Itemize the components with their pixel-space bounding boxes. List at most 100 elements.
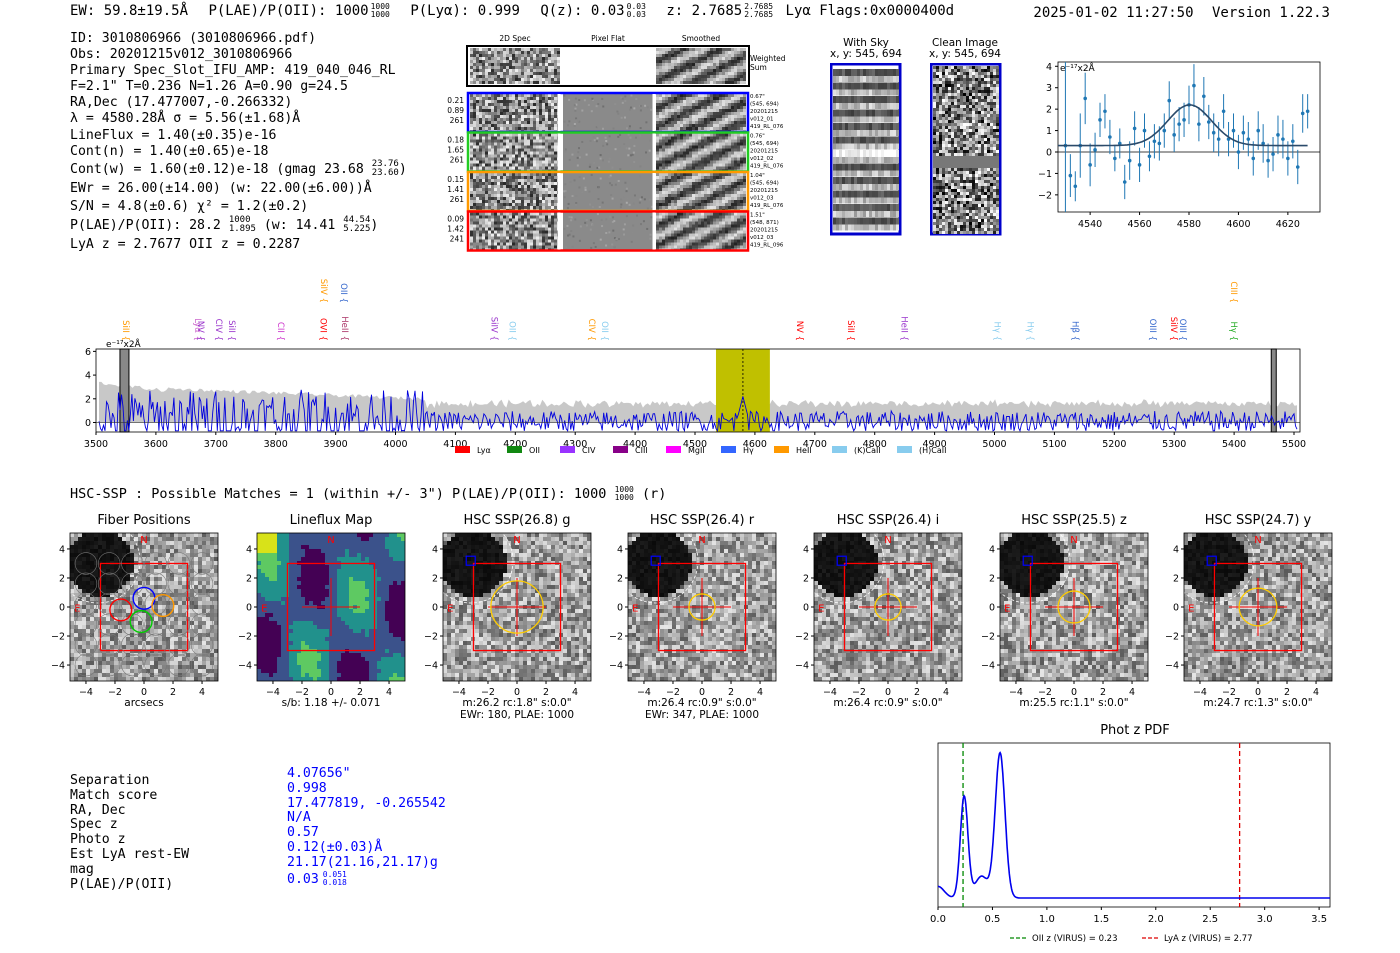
fiber-circle [121,552,144,575]
cutout-ytick: −2 [238,632,252,643]
header-plya: P(Lyα): 0.999 [410,3,520,19]
cutout-ytick: −4 [238,661,252,672]
cutout-east-label: E [1188,603,1194,614]
spec2d-left-label: 1.42 [447,225,464,234]
info-plae-w-hi: 44.54 [343,214,371,225]
full-xtick: 4500 [683,439,707,450]
full-xtick: 4000 [383,439,407,450]
info-plae-end: ) [370,217,379,233]
zoom-point [1167,98,1172,103]
spec2d-right-label: 20201215 [750,109,778,115]
cutout-ytick: −4 [51,661,65,672]
full-ytick: 6 [85,347,91,358]
header-plae: P(LAE)/P(OII): 1000 [208,3,369,19]
cutout-blue-box [650,555,661,566]
spec2d-right-label: (548, 871) [750,220,779,226]
fiber-circle [144,592,167,616]
fiber-circle [190,572,214,595]
cutout-ytick: 0 [1173,603,1179,614]
info-lines: ID: 3010806966 (3010806966.pdf) Obs: 2020… [70,31,407,160]
zoom-point [1108,135,1112,139]
full-xtick: 4600 [743,439,767,450]
header-z: z: 2.7685 [666,3,743,19]
full-legend-swatch [832,446,847,453]
full-line-id: OVI { [318,318,328,341]
cutout-box [1029,562,1119,652]
cutout-ytick: −2 [795,632,809,643]
zoom-point [1276,133,1280,137]
full-spectrum-chart: 6 4 2 0 3500 3600 3700 3800 3900 4000 4100 4200 4300… [84,279,1306,455]
header-right: 2025-01-02 11:27:50 Version 1.22.3 [1033,5,1330,21]
zoom-point [1157,141,1162,146]
with-sky-title: With Sky x, y: 545, 694 [826,38,906,60]
cutout-caption: m:25.5 rc:1.1" s:0.0" [980,697,1168,709]
cutout-ytick: 0 [803,603,809,614]
photz-xtick: 0.5 [984,914,1000,925]
fiber-highlight [109,598,133,622]
cutout-xtick: 0 [885,687,891,698]
full-xtick: 4300 [563,439,587,450]
header-ew: EW: 59.8±19.5Å [70,3,189,19]
zoom-point [1177,122,1181,126]
cutout-mask-circle [1169,528,1255,604]
full-xtick: 5500 [1282,439,1306,450]
cutout-ytick: 4 [246,544,252,555]
clean-image-title-text: Clean Image [931,37,999,49]
full-line-id: CIV { [213,319,223,341]
cutout-ytick: −4 [424,661,438,672]
info-sn: S/N = 4.8(±0.6) χ² = 1.2(±0.2) [70,198,309,214]
cutout-aperture [874,593,902,621]
match-labels: Separation Match score RA, Dec Spec z Photo … [70,773,189,892]
cutout-title: HSC SSP(26.8) g [463,513,571,528]
fiber-circle [190,633,214,656]
zoom-point [1261,141,1265,146]
full-xtick: 5300 [1162,439,1186,450]
info-contw-hi: 23.76 [371,158,399,169]
full-line-id: NV { [794,321,804,341]
zoom-point [1236,150,1241,154]
cutout-title: HSC SSP(24.7) y [1204,513,1312,528]
full-line-id: NV { [195,321,205,341]
spec2d-right-label: (545, 694) [750,141,779,147]
fiber-circle [167,552,191,575]
cutout-xtick: −4 [79,687,93,698]
pixel-flat [563,212,653,250]
cutout-mask-circle [55,528,141,604]
zoom-point [1162,128,1167,133]
info-line: Cont(n) = 1.40(±0.65)e-18 [70,143,269,159]
cutout-caption-line: EWr: 347, PLAE: 1000 [644,709,760,721]
zoom-point [1073,184,1078,189]
cutout-xtick: −2 [852,687,866,698]
with-sky-title-text: With Sky [843,37,889,49]
cutout-xtick: −2 [295,687,309,698]
fiber-circle [121,572,144,595]
zoom-point [1286,156,1290,161]
full-legend-label: OII [529,446,540,455]
zoom-point [1211,130,1216,135]
noise-block [470,173,560,212]
cutout-xtick: 0 [699,687,705,698]
cutout-blue-box [465,555,476,566]
cutout-xtick: −2 [666,687,680,698]
info-line: λ = 4580.28Å σ = 5.56(±1.68)Å [70,111,301,127]
cutout-ytick: 2 [803,573,809,584]
zoom-point [1300,111,1305,116]
header-plae-lo: 1000 [370,10,390,19]
full-line-id: OII { [506,321,516,341]
cutout-xtick: −4 [637,687,651,698]
info-contw: Cont(w) = 1.60(±0.12)e-18 (gmag 23.68 23… [70,158,407,180]
header-qz: Q(z): 0.03 [540,3,625,19]
cutout-ytick: 2 [246,573,252,584]
fiber-highlight [151,593,175,618]
cutout-xtick: 2 [170,687,176,698]
cutout-image: N E 4 2 0 −2 −4 −4 −2 0 2 4 [981,528,1149,698]
full-line-id: CII { [275,322,285,341]
cutout-xtick: 4 [757,687,763,698]
cutout-mask-circle [799,528,885,604]
zoom-xtick: 4560 [1127,219,1151,230]
zoom-ytick: 4 [1046,62,1052,73]
full-frame [95,348,1301,433]
fiber-circle [144,653,167,677]
spec2d-left-label: 0.09 [447,215,464,224]
